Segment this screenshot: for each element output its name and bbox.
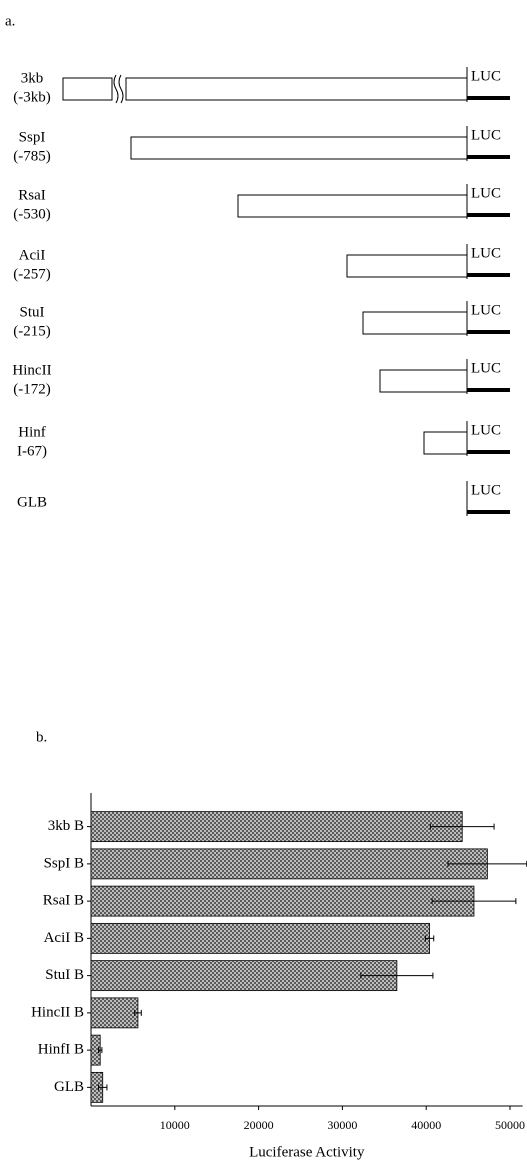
promoter-box	[125, 77, 468, 101]
promoter-box	[237, 194, 468, 218]
bar	[90, 997, 139, 1029]
construct-name: RsaI	[18, 187, 46, 203]
luc-label: LUC	[471, 302, 501, 318]
construct-name: Hinf	[18, 424, 46, 440]
luc-label: LUC	[471, 245, 501, 261]
y-tick-label: StuI B	[45, 967, 84, 983]
panel-a-label: a.	[5, 13, 15, 29]
promoter-box	[130, 136, 468, 160]
construct-name: SspI	[19, 129, 46, 145]
x-tick-label: 10000	[160, 1118, 190, 1132]
promoter-box	[362, 311, 468, 335]
break-mark	[118, 74, 124, 104]
bar-chart: b. 10000 20000 30000 40000 50000 Luciferase Ac…	[31, 729, 527, 1160]
x-axis-label: Luciferase Activity	[249, 1144, 365, 1160]
construct-site: (-172)	[13, 381, 51, 397]
construct-site: (-215)	[13, 323, 51, 339]
bar	[90, 960, 398, 992]
construct-site: (-3kb)	[13, 89, 51, 105]
x-tick-label: 20000	[244, 1118, 274, 1132]
construct-site: (-257)	[13, 266, 51, 282]
bar	[90, 811, 463, 843]
construct-diagram: 3kb (-3kb) LUC SspI (-785) LUC RsaI (-530) LUC Ac…	[12, 67, 510, 516]
luc-label: LUC	[471, 482, 501, 498]
y-tick-label: 3kb B	[48, 818, 84, 834]
construct-name: HincII	[12, 362, 51, 378]
promoter-box	[379, 369, 468, 393]
bar	[90, 885, 475, 917]
y-tick-label: SspI B	[44, 855, 84, 871]
x-tick-label: 50000	[495, 1118, 525, 1132]
break-mark	[113, 74, 119, 104]
x-tick-label: 30000	[327, 1118, 357, 1132]
x-tick-label: 40000	[411, 1118, 441, 1132]
promoter-box	[346, 254, 468, 278]
y-tick-label: GLB	[54, 1079, 84, 1095]
promoter-box	[62, 77, 113, 101]
bar	[90, 848, 488, 880]
construct-site: I-67)	[17, 443, 47, 459]
y-tick-label: HincII B	[31, 1004, 84, 1020]
promoter-box	[423, 431, 468, 455]
construct-name: StuI	[19, 304, 44, 320]
panel-b-label: b.	[36, 729, 47, 745]
bar	[90, 922, 430, 954]
construct-name: GLB	[17, 494, 47, 510]
y-tick-label: RsaI B	[43, 893, 84, 909]
construct-name: AciI	[19, 247, 46, 263]
luc-label: LUC	[471, 68, 501, 84]
y-tick-label: HinfI B	[38, 1042, 84, 1058]
luc-label: LUC	[471, 185, 501, 201]
luc-label: LUC	[471, 360, 501, 376]
y-tick-label: AciI B	[44, 930, 84, 946]
luc-label: LUC	[471, 422, 501, 438]
construct-name: 3kb	[21, 70, 44, 86]
construct-site: (-785)	[13, 148, 51, 164]
luc-label: LUC	[471, 127, 501, 143]
construct-site: (-530)	[13, 206, 51, 222]
